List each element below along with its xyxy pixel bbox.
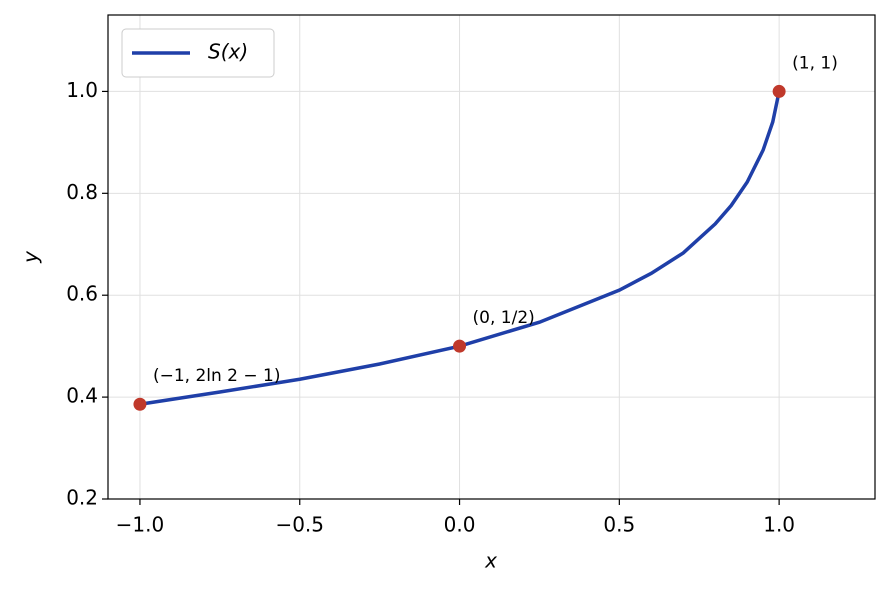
x-tick-label: −0.5 — [275, 513, 324, 537]
x-tick-label: 1.0 — [763, 513, 795, 537]
line-series — [139, 91, 781, 406]
x-tick-label: 0.5 — [603, 513, 635, 537]
highlight-point — [453, 339, 467, 353]
y-tick-label: 0.6 — [66, 282, 98, 306]
y-tick-label: 0.2 — [66, 486, 98, 510]
plot-frame — [107, 14, 876, 500]
y-tick-label: 0.8 — [66, 180, 98, 204]
highlight-point — [133, 397, 147, 411]
legend-box — [121, 28, 275, 78]
x-tick-label: 0.0 — [444, 513, 476, 537]
highlight-point — [772, 84, 786, 98]
x-tick-label: −1.0 — [116, 513, 165, 537]
point-annotation: (1, 1) — [792, 53, 838, 73]
y-axis-label: y — [19, 250, 43, 264]
legend-label: S(x) — [208, 40, 248, 64]
y-tick-label: 1.0 — [66, 78, 98, 102]
point-annotation: (−1, 2ln 2 − 1) — [153, 366, 281, 386]
x-axis-label: x — [484, 549, 497, 573]
point-annotation: (0, 1/2) — [473, 308, 535, 328]
y-tick-label: 0.4 — [66, 384, 98, 408]
